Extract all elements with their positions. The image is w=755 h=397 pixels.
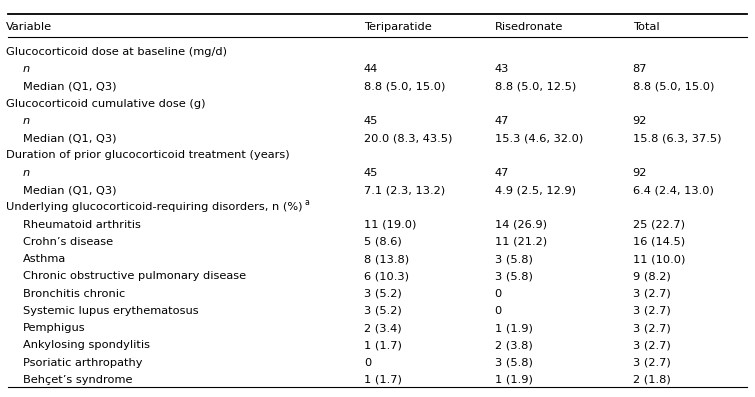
Text: Asthma: Asthma — [23, 254, 66, 264]
Text: Risedronate: Risedronate — [495, 22, 563, 32]
Text: a: a — [304, 197, 309, 206]
Text: 15.3 (4.6, 32.0): 15.3 (4.6, 32.0) — [495, 133, 583, 143]
Text: n: n — [23, 168, 30, 178]
Text: 25 (22.7): 25 (22.7) — [633, 220, 685, 229]
Text: 92: 92 — [633, 168, 647, 178]
Text: 0: 0 — [495, 289, 502, 299]
Text: 3 (2.7): 3 (2.7) — [633, 358, 670, 368]
Text: 3 (2.7): 3 (2.7) — [633, 289, 670, 299]
Text: 0: 0 — [364, 358, 371, 368]
Text: 8.8 (5.0, 15.0): 8.8 (5.0, 15.0) — [633, 81, 714, 91]
Text: 7.1 (2.3, 13.2): 7.1 (2.3, 13.2) — [364, 185, 445, 195]
Text: n: n — [23, 116, 30, 126]
Text: 8 (13.8): 8 (13.8) — [364, 254, 409, 264]
Text: n: n — [23, 64, 30, 74]
Text: 6.4 (2.4, 13.0): 6.4 (2.4, 13.0) — [633, 185, 713, 195]
Text: 3 (2.7): 3 (2.7) — [633, 340, 670, 351]
Text: 1 (1.7): 1 (1.7) — [364, 340, 402, 351]
Text: Pemphigus: Pemphigus — [23, 323, 85, 333]
Text: Underlying glucocorticoid-requiring disorders, n (%): Underlying glucocorticoid-requiring diso… — [6, 202, 303, 212]
Text: Chronic obstructive pulmonary disease: Chronic obstructive pulmonary disease — [23, 272, 246, 281]
Text: Crohn’s disease: Crohn’s disease — [23, 237, 112, 247]
Text: 87: 87 — [633, 64, 647, 74]
Text: 2 (1.8): 2 (1.8) — [633, 375, 670, 385]
Text: 1 (1.7): 1 (1.7) — [364, 375, 402, 385]
Text: Variable: Variable — [6, 22, 52, 32]
Text: 11 (19.0): 11 (19.0) — [364, 220, 416, 229]
Text: Psoriatic arthropathy: Psoriatic arthropathy — [23, 358, 142, 368]
Text: 47: 47 — [495, 116, 509, 126]
Text: 8.8 (5.0, 12.5): 8.8 (5.0, 12.5) — [495, 81, 576, 91]
Text: 45: 45 — [364, 168, 378, 178]
Text: 16 (14.5): 16 (14.5) — [633, 237, 685, 247]
Text: 9 (8.2): 9 (8.2) — [633, 272, 670, 281]
Text: 3 (2.7): 3 (2.7) — [633, 323, 670, 333]
Text: Teriparatide: Teriparatide — [364, 22, 432, 32]
Text: Rheumatoid arthritis: Rheumatoid arthritis — [23, 220, 140, 229]
Text: 3 (5.2): 3 (5.2) — [364, 306, 402, 316]
Text: Median (Q1, Q3): Median (Q1, Q3) — [23, 185, 116, 195]
Text: 43: 43 — [495, 64, 509, 74]
Text: 3 (5.8): 3 (5.8) — [495, 272, 532, 281]
Text: 3 (2.7): 3 (2.7) — [633, 306, 670, 316]
Text: Median (Q1, Q3): Median (Q1, Q3) — [23, 133, 116, 143]
Text: 11 (21.2): 11 (21.2) — [495, 237, 547, 247]
Text: Total: Total — [633, 22, 659, 32]
Text: 2 (3.8): 2 (3.8) — [495, 340, 532, 351]
Text: Behçet’s syndrome: Behçet’s syndrome — [23, 375, 132, 385]
Text: 5 (8.6): 5 (8.6) — [364, 237, 402, 247]
Text: 15.8 (6.3, 37.5): 15.8 (6.3, 37.5) — [633, 133, 721, 143]
Text: 44: 44 — [364, 64, 378, 74]
Text: Duration of prior glucocorticoid treatment (years): Duration of prior glucocorticoid treatme… — [6, 150, 290, 160]
Text: 3 (5.2): 3 (5.2) — [364, 289, 402, 299]
Text: 3 (5.8): 3 (5.8) — [495, 254, 532, 264]
Text: 92: 92 — [633, 116, 647, 126]
Text: 11 (10.0): 11 (10.0) — [633, 254, 685, 264]
Text: Glucocorticoid cumulative dose (g): Glucocorticoid cumulative dose (g) — [6, 98, 205, 109]
Text: 14 (26.9): 14 (26.9) — [495, 220, 547, 229]
Text: 8.8 (5.0, 15.0): 8.8 (5.0, 15.0) — [364, 81, 445, 91]
Text: 2 (3.4): 2 (3.4) — [364, 323, 402, 333]
Text: Ankylosing spondylitis: Ankylosing spondylitis — [23, 340, 149, 351]
Text: 45: 45 — [364, 116, 378, 126]
Text: 3 (5.8): 3 (5.8) — [495, 358, 532, 368]
Text: 6 (10.3): 6 (10.3) — [364, 272, 409, 281]
Text: Median (Q1, Q3): Median (Q1, Q3) — [23, 81, 116, 91]
Text: 47: 47 — [495, 168, 509, 178]
Text: 4.9 (2.5, 12.9): 4.9 (2.5, 12.9) — [495, 185, 575, 195]
Text: 20.0 (8.3, 43.5): 20.0 (8.3, 43.5) — [364, 133, 452, 143]
Text: Systemic lupus erythematosus: Systemic lupus erythematosus — [23, 306, 199, 316]
Text: 1 (1.9): 1 (1.9) — [495, 323, 532, 333]
Text: 1 (1.9): 1 (1.9) — [495, 375, 532, 385]
Text: Bronchitis chronic: Bronchitis chronic — [23, 289, 125, 299]
Text: Glucocorticoid dose at baseline (mg/d): Glucocorticoid dose at baseline (mg/d) — [6, 47, 227, 57]
Text: 0: 0 — [495, 306, 502, 316]
